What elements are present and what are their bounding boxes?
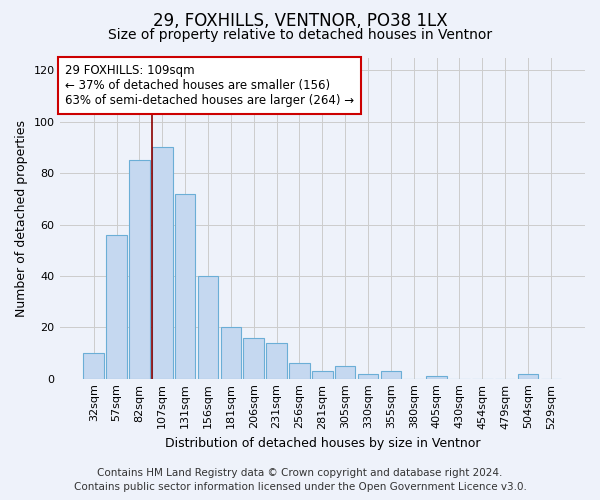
Text: Contains HM Land Registry data © Crown copyright and database right 2024.
Contai: Contains HM Land Registry data © Crown c… <box>74 468 526 492</box>
Y-axis label: Number of detached properties: Number of detached properties <box>15 120 28 316</box>
Bar <box>312 371 332 378</box>
Bar <box>244 338 264 378</box>
Bar <box>129 160 150 378</box>
Text: Size of property relative to detached houses in Ventnor: Size of property relative to detached ho… <box>108 28 492 42</box>
Bar <box>380 371 401 378</box>
Bar <box>518 374 538 378</box>
Text: 29 FOXHILLS: 109sqm
← 37% of detached houses are smaller (156)
63% of semi-detac: 29 FOXHILLS: 109sqm ← 37% of detached ho… <box>65 64 354 107</box>
Bar <box>152 148 173 378</box>
X-axis label: Distribution of detached houses by size in Ventnor: Distribution of detached houses by size … <box>164 437 480 450</box>
Bar <box>289 364 310 378</box>
Bar <box>266 342 287 378</box>
Bar <box>198 276 218 378</box>
Bar <box>221 328 241 378</box>
Bar <box>426 376 447 378</box>
Bar <box>335 366 355 378</box>
Text: 29, FOXHILLS, VENTNOR, PO38 1LX: 29, FOXHILLS, VENTNOR, PO38 1LX <box>152 12 448 30</box>
Bar <box>358 374 378 378</box>
Bar <box>106 235 127 378</box>
Bar <box>83 353 104 378</box>
Bar <box>175 194 196 378</box>
